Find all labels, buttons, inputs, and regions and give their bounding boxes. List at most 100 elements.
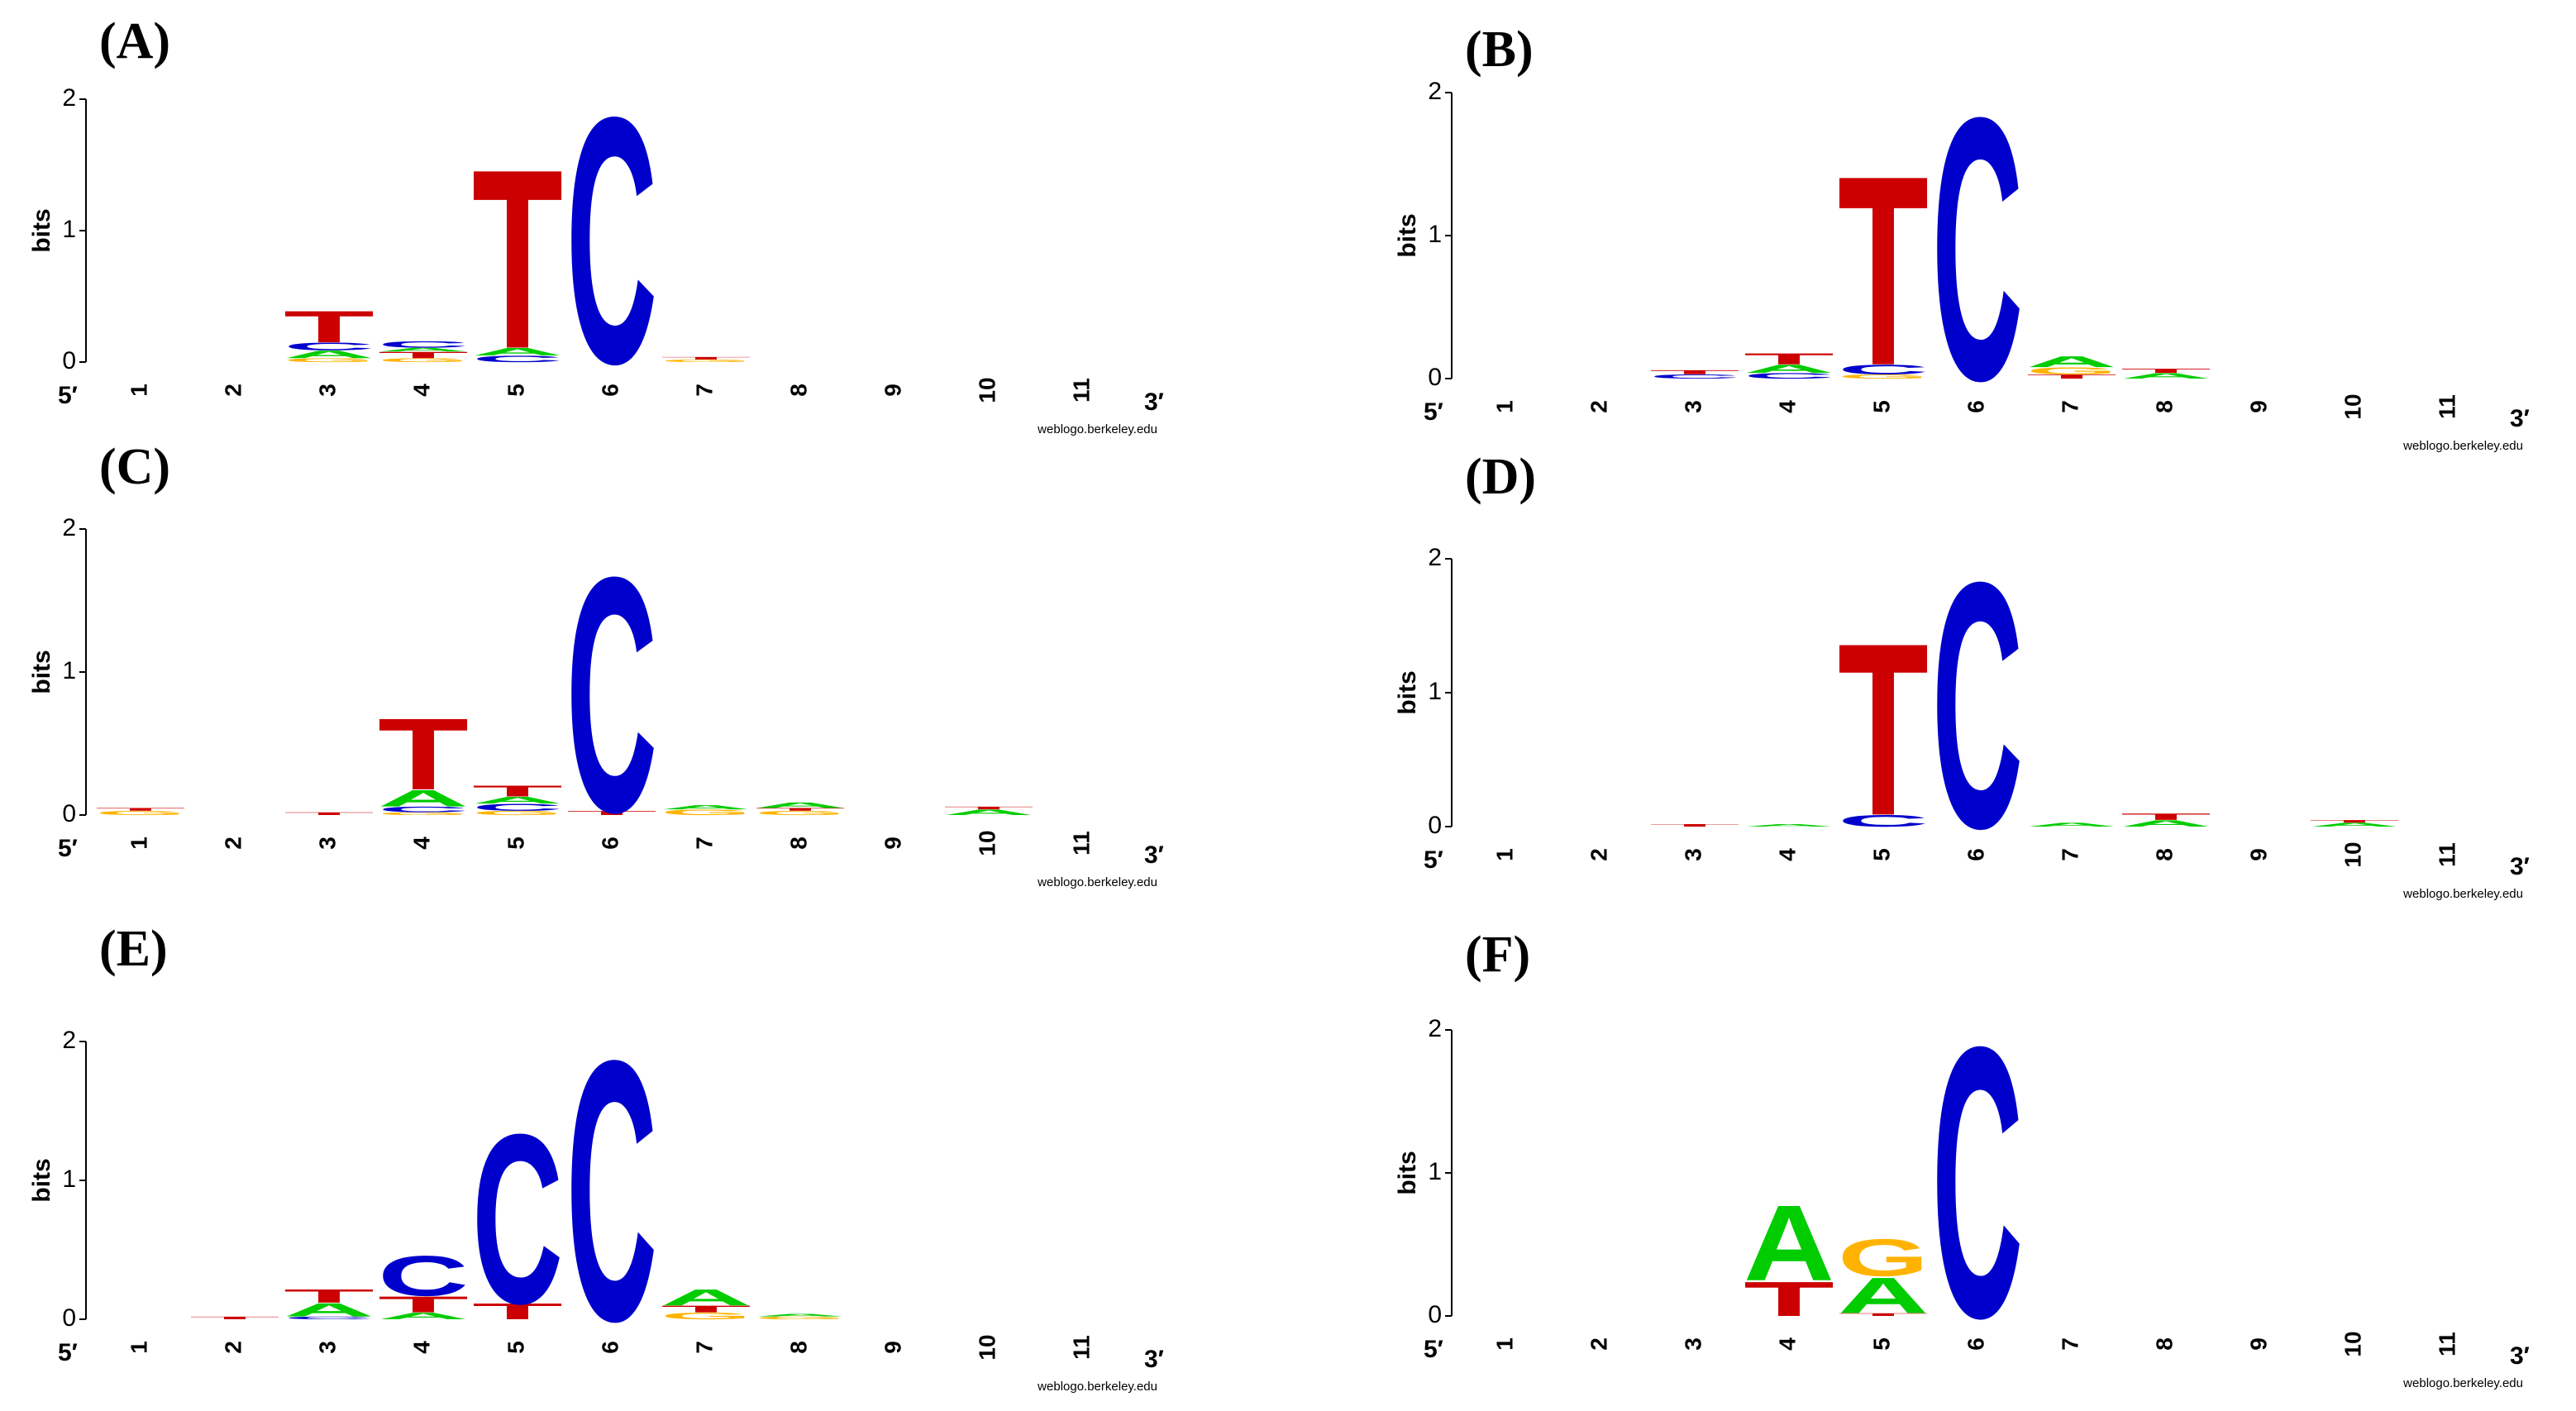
y-tick-label: 0 xyxy=(62,1304,76,1332)
panel-label: (D) xyxy=(1465,449,1536,505)
position-label: 5 xyxy=(1868,848,1894,861)
position-label: 6 xyxy=(1963,848,1988,861)
y-tick-label: 1 xyxy=(62,657,76,684)
y-tick-label: 1 xyxy=(62,1166,76,1193)
logo-letter: T xyxy=(1649,369,1740,375)
position-label: 8 xyxy=(2151,848,2177,861)
logo-letter: T xyxy=(661,1304,751,1314)
logo-letter: T xyxy=(284,302,374,352)
end-label: 3′ xyxy=(1144,841,1164,869)
y-tick-label: 2 xyxy=(1428,1015,1442,1042)
logo-letter: A xyxy=(2026,822,2117,827)
position-label: 1 xyxy=(1491,400,1517,413)
position-label: 1 xyxy=(126,1341,151,1354)
logo-letter: T xyxy=(661,356,751,360)
position-label: 11 xyxy=(1068,378,1094,403)
position-label: 6 xyxy=(597,1341,623,1354)
position-label: 5 xyxy=(503,1341,528,1354)
position-label: 2 xyxy=(1586,1337,1611,1351)
logo-letter: A xyxy=(1838,1267,1929,1324)
logo-letter: A xyxy=(661,1285,751,1310)
logo-letter: T xyxy=(472,117,563,403)
y-axis-label: bits xyxy=(1394,213,1421,257)
position-label: 3 xyxy=(1680,400,1705,413)
position-label: 6 xyxy=(1963,1337,1988,1351)
logo-letter: A xyxy=(378,785,469,812)
logo-letter: T xyxy=(472,1299,563,1324)
position-label: 8 xyxy=(2151,400,2177,413)
credit: weblogo.berkeley.edu xyxy=(2402,887,2523,901)
y-tick-label: 2 xyxy=(62,84,76,112)
position-label: 1 xyxy=(126,837,151,850)
y-tick-label: 1 xyxy=(1428,221,1442,248)
position-label: 9 xyxy=(2245,400,2271,413)
position-label: 5 xyxy=(1868,400,1894,413)
logo-letter: G xyxy=(378,357,469,363)
logo-letter: C xyxy=(284,1316,374,1320)
logo-letter: A xyxy=(661,804,751,811)
position-label: 10 xyxy=(2340,841,2365,867)
y-tick-label: 2 xyxy=(62,514,76,541)
y-axis-label: bits xyxy=(28,1158,55,1202)
logo-letter: C xyxy=(1932,965,2023,1398)
position-label: 5 xyxy=(503,837,528,850)
y-tick-label: 1 xyxy=(1428,1158,1442,1185)
logo-letter: C xyxy=(1932,40,2023,458)
logo-letter: A xyxy=(1744,823,1834,827)
position-label: 1 xyxy=(126,384,151,397)
logo-letter: G xyxy=(661,1311,751,1322)
logo-letter: A xyxy=(755,801,846,810)
logo-letter: T xyxy=(1838,120,1929,422)
y-tick-label: 1 xyxy=(62,216,76,243)
end-label: 3′ xyxy=(1144,389,1164,416)
logo-letter: A xyxy=(284,1299,374,1321)
position-label: 9 xyxy=(2245,848,2271,861)
position-label: 8 xyxy=(785,384,811,397)
position-label: 11 xyxy=(1068,1335,1094,1360)
logo-letter: C xyxy=(378,340,469,350)
position-label: 9 xyxy=(880,837,905,850)
position-label: 7 xyxy=(2057,1337,2082,1351)
logo-letter: C xyxy=(1744,371,1834,380)
logo-letter: A xyxy=(472,794,563,805)
position-label: 4 xyxy=(1774,1337,1800,1351)
logo-letter: T xyxy=(1838,1313,1929,1317)
position-label: 4 xyxy=(408,837,434,850)
logo-letter: T xyxy=(566,810,657,817)
panel-label: (E) xyxy=(99,921,168,977)
logo-letter: A xyxy=(284,348,374,360)
position-label: 3 xyxy=(314,1341,340,1354)
logo-letter: A xyxy=(378,346,469,352)
position-label: 10 xyxy=(974,830,999,856)
logo-letter: C xyxy=(284,341,374,353)
logo-letter: T xyxy=(1744,350,1834,368)
position-label: 9 xyxy=(880,384,905,397)
end-label: 3′ xyxy=(1144,1346,1164,1373)
position-label: 2 xyxy=(220,384,246,397)
logo-letter: G xyxy=(2026,365,2117,376)
y-axis-label: bits xyxy=(1394,670,1421,714)
logo-letter: T xyxy=(472,782,563,799)
start-label: 5′ xyxy=(1424,846,1443,874)
position-label: 6 xyxy=(597,837,623,850)
y-tick-label: 2 xyxy=(1428,544,1442,571)
logo-letter: A xyxy=(378,1311,469,1322)
y-tick-label: 2 xyxy=(1428,78,1442,105)
logo-panel: (D) 0 1 2 bits 5′ 3′ weblogo.berkeley.edu 1 2 3 T 4 A… xyxy=(1394,449,2530,901)
start-label: 5′ xyxy=(1424,1336,1443,1363)
position-label: 4 xyxy=(408,384,434,397)
logo-letter: A xyxy=(755,1313,846,1317)
end-label: 3′ xyxy=(2510,1342,2530,1370)
logo-letter: T xyxy=(95,807,186,811)
logo-letter: C xyxy=(566,508,657,883)
position-label: 4 xyxy=(408,1341,434,1354)
position-label: 2 xyxy=(220,837,246,850)
logo-letter: G xyxy=(472,810,563,817)
credit: weblogo.berkeley.edu xyxy=(1037,422,1157,436)
position-label: 11 xyxy=(2434,394,2459,419)
logo-letter: A xyxy=(472,346,563,358)
logo-letter: C xyxy=(1838,362,1929,378)
y-tick-label: 0 xyxy=(62,800,76,827)
end-label: 3′ xyxy=(2510,853,2530,880)
